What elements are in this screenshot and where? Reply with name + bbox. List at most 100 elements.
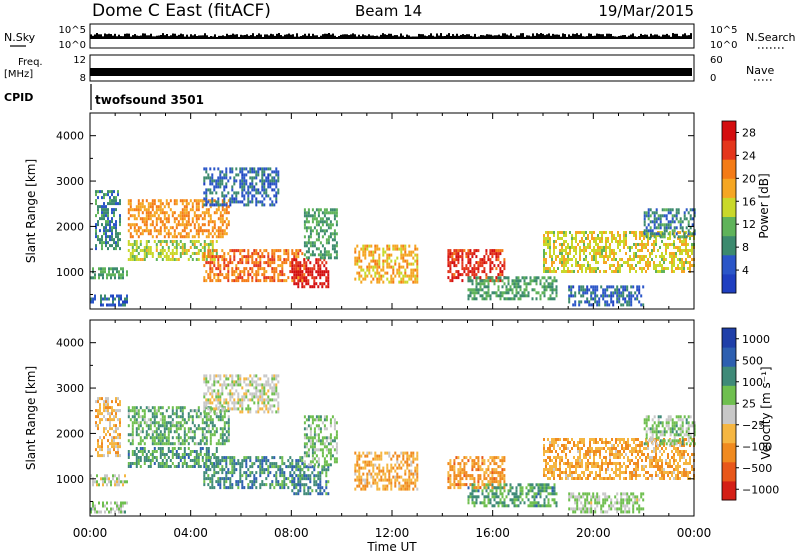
echo-cell	[141, 258, 144, 261]
echo-cell	[479, 258, 482, 262]
echo-cell	[410, 274, 413, 278]
echo-cell	[317, 232, 320, 236]
echo-cell	[117, 433, 119, 437]
echo-cell	[553, 240, 555, 243]
echo-cell	[163, 240, 166, 243]
echo-cell	[115, 199, 117, 203]
echo-cell	[119, 214, 121, 218]
echo-cell	[331, 208, 334, 212]
colorbar-tick-label: 16	[742, 195, 756, 208]
echo-cell	[499, 279, 502, 283]
echo-cell	[615, 240, 617, 243]
echo-cell	[412, 268, 415, 272]
echo-cell	[299, 249, 302, 253]
echo-cell	[259, 377, 262, 381]
echo-cell	[98, 501, 100, 505]
echo-cell	[235, 249, 238, 253]
echo-cell	[543, 249, 545, 252]
echo-cell	[209, 176, 212, 180]
echo-cell	[376, 280, 379, 284]
echo-cell	[108, 273, 110, 277]
echo-cell	[203, 211, 206, 215]
echo-cell	[201, 447, 204, 450]
echo-cell	[321, 229, 324, 233]
echo-cell	[275, 191, 278, 195]
echo-cell	[113, 190, 115, 194]
echo-cell	[267, 401, 270, 405]
echo-cell	[197, 465, 200, 468]
echo-cell	[618, 294, 621, 298]
echo-cell	[103, 406, 105, 410]
echo-cell	[165, 462, 168, 465]
echo-cell	[127, 208, 130, 212]
echo-cell	[193, 450, 196, 453]
echo-cell	[293, 252, 296, 256]
echo-cell	[100, 270, 102, 274]
echo-cell	[225, 217, 228, 221]
echo-cell	[103, 208, 105, 212]
echo-cell	[205, 383, 208, 387]
echo-cell	[673, 214, 676, 218]
echo-cell	[225, 409, 228, 413]
echo-cell	[599, 270, 601, 273]
echo-cell	[107, 397, 109, 401]
echo-cell	[394, 262, 397, 266]
echo-cell	[157, 208, 160, 212]
echo-cell	[649, 264, 651, 267]
echo-cell	[569, 270, 571, 273]
echo-cell	[630, 291, 633, 295]
echo-cell	[313, 226, 316, 230]
echo-cell	[285, 258, 288, 262]
echo-cell	[124, 474, 126, 478]
echo-cell	[137, 226, 140, 230]
echo-cell	[537, 276, 540, 280]
echo-cell	[265, 270, 268, 274]
echo-cell	[177, 433, 180, 437]
echo-cell	[611, 270, 613, 273]
echo-cell	[531, 297, 534, 301]
echo-cell	[561, 252, 563, 255]
echo-cell	[115, 220, 117, 224]
echo-cell	[161, 450, 164, 453]
echo-cell	[227, 191, 230, 195]
echo-cell	[223, 264, 226, 268]
echo-cell	[213, 433, 216, 437]
echo-region	[543, 231, 695, 273]
echo-cell	[169, 258, 172, 261]
echo-cell	[293, 276, 296, 280]
echo-cell	[143, 220, 146, 224]
echo-cell	[229, 389, 232, 393]
echo-region	[203, 456, 306, 490]
echo-cell	[463, 267, 466, 271]
echo-cell	[131, 421, 134, 425]
echo-cell	[239, 380, 242, 384]
echo-cell	[547, 285, 550, 289]
echo-cell	[485, 249, 488, 253]
echo-cell	[149, 459, 152, 462]
echo-cell	[205, 471, 208, 475]
echo-cell	[249, 255, 252, 259]
echo-cell	[155, 217, 158, 221]
echo-cell	[667, 223, 670, 227]
echo-cell	[183, 430, 186, 434]
echo-cell	[225, 398, 228, 402]
echo-cell	[257, 383, 260, 387]
echo-cell	[159, 450, 162, 453]
echo-cell	[659, 255, 661, 258]
echo-region	[127, 406, 230, 446]
echo-cell	[225, 430, 228, 434]
echo-cell	[327, 235, 330, 239]
echo-cell	[233, 182, 236, 186]
echo-cell	[237, 249, 240, 253]
echo-cell	[116, 267, 118, 271]
echo-cell	[205, 430, 208, 434]
power-echoes	[90, 167, 696, 307]
echo-cell	[177, 258, 180, 261]
echo-cell	[177, 421, 180, 425]
echo-cell	[227, 404, 230, 408]
echo-cell	[185, 220, 188, 224]
echo-cell	[95, 223, 97, 227]
echo-cell	[209, 392, 212, 396]
echo-cell	[317, 208, 320, 212]
echo-cell	[291, 264, 294, 268]
